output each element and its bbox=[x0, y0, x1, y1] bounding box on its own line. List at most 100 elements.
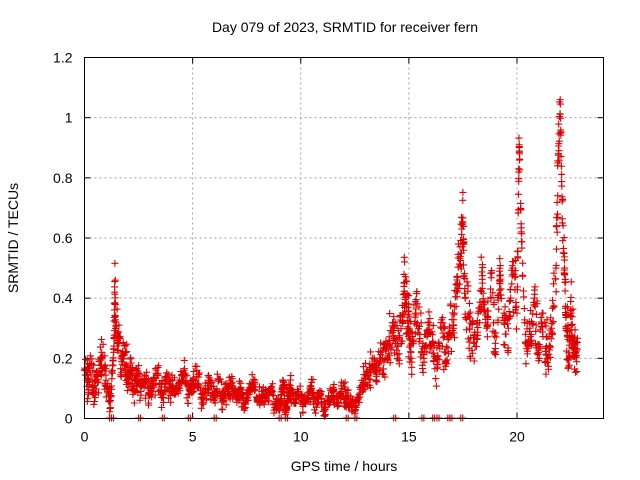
data-point bbox=[539, 309, 547, 317]
data-point bbox=[198, 390, 206, 398]
data-point bbox=[110, 348, 118, 356]
data-point bbox=[249, 378, 257, 386]
data-point bbox=[202, 384, 210, 392]
x-tick-label: 10 bbox=[293, 429, 309, 445]
data-point bbox=[98, 348, 106, 356]
data-point bbox=[571, 348, 579, 356]
data-point bbox=[106, 404, 114, 412]
data-point bbox=[101, 352, 109, 360]
data-point bbox=[528, 319, 536, 327]
data-point bbox=[364, 369, 372, 377]
data-point bbox=[272, 395, 280, 403]
plot-frame bbox=[84, 57, 604, 419]
chart-title: Day 079 of 2023, SRMTID for receiver fer… bbox=[212, 19, 478, 35]
data-point bbox=[542, 322, 550, 330]
data-point bbox=[244, 396, 252, 404]
data-point bbox=[108, 375, 116, 383]
data-point bbox=[106, 398, 114, 406]
data-point bbox=[497, 294, 505, 302]
data-point bbox=[505, 314, 513, 322]
data-point bbox=[535, 348, 543, 356]
data-point bbox=[568, 313, 576, 321]
data-point bbox=[102, 371, 110, 379]
data-point bbox=[111, 259, 119, 267]
data-point bbox=[492, 333, 500, 341]
data-point bbox=[417, 349, 425, 357]
data-point bbox=[500, 316, 508, 324]
data-point bbox=[546, 346, 554, 354]
data-point bbox=[202, 395, 210, 403]
data-point bbox=[303, 393, 311, 401]
data-point bbox=[115, 339, 123, 347]
data-point bbox=[153, 370, 161, 378]
data-point bbox=[500, 341, 508, 349]
data-point bbox=[207, 377, 215, 385]
data-point bbox=[97, 354, 105, 362]
data-point bbox=[117, 365, 125, 373]
data-point bbox=[533, 300, 541, 308]
data-point bbox=[180, 366, 188, 374]
data-point bbox=[110, 317, 118, 325]
data-point bbox=[347, 392, 355, 400]
data-point bbox=[520, 305, 528, 313]
data-point bbox=[557, 126, 565, 134]
data-point bbox=[112, 324, 120, 332]
data-point bbox=[189, 375, 197, 383]
data-point bbox=[517, 228, 525, 236]
data-point bbox=[560, 234, 568, 242]
data-point bbox=[287, 372, 295, 380]
data-point bbox=[536, 326, 544, 334]
data-point bbox=[236, 384, 244, 392]
x-axis-label: GPS time / hours bbox=[291, 458, 398, 474]
data-point bbox=[546, 343, 554, 351]
data-point bbox=[459, 196, 467, 204]
data-point bbox=[565, 361, 573, 369]
data-point bbox=[330, 380, 338, 388]
data-point bbox=[496, 271, 504, 279]
data-point bbox=[567, 293, 575, 301]
data-point bbox=[287, 385, 295, 393]
data-point bbox=[183, 394, 191, 402]
data-point bbox=[408, 332, 416, 340]
data-point bbox=[460, 261, 468, 269]
data-point bbox=[567, 278, 575, 286]
data-point bbox=[523, 347, 531, 355]
data-point bbox=[555, 120, 563, 128]
data-point bbox=[219, 396, 227, 404]
data-point bbox=[478, 279, 486, 287]
data-point bbox=[489, 289, 497, 297]
data-point bbox=[127, 374, 135, 382]
data-point bbox=[501, 303, 509, 311]
data-point bbox=[418, 361, 426, 369]
data-point bbox=[408, 363, 416, 371]
data-point bbox=[466, 352, 474, 360]
y-tick-label: 1.2 bbox=[53, 50, 73, 66]
data-point bbox=[446, 330, 454, 338]
data-point bbox=[483, 333, 491, 341]
data-point bbox=[390, 324, 398, 332]
data-point bbox=[386, 310, 394, 318]
data-point bbox=[512, 302, 520, 310]
data-point bbox=[492, 351, 500, 359]
data-point bbox=[430, 349, 438, 357]
data-point bbox=[573, 358, 581, 366]
data-point bbox=[343, 389, 351, 397]
data-point bbox=[404, 303, 412, 311]
data-point bbox=[115, 328, 123, 336]
data-point bbox=[95, 389, 103, 397]
data-point bbox=[559, 249, 567, 257]
data-point bbox=[554, 159, 562, 167]
data-point bbox=[403, 291, 411, 299]
data-point bbox=[262, 393, 270, 401]
data-point bbox=[454, 279, 462, 287]
data-point bbox=[423, 348, 431, 356]
data-point bbox=[250, 375, 258, 383]
data-point bbox=[478, 268, 486, 276]
data-point bbox=[514, 254, 522, 262]
data-point bbox=[560, 256, 568, 264]
data-point bbox=[442, 348, 450, 356]
data-point bbox=[547, 314, 555, 322]
data-point bbox=[421, 343, 429, 351]
data-point bbox=[248, 371, 256, 379]
data-point bbox=[457, 265, 465, 273]
